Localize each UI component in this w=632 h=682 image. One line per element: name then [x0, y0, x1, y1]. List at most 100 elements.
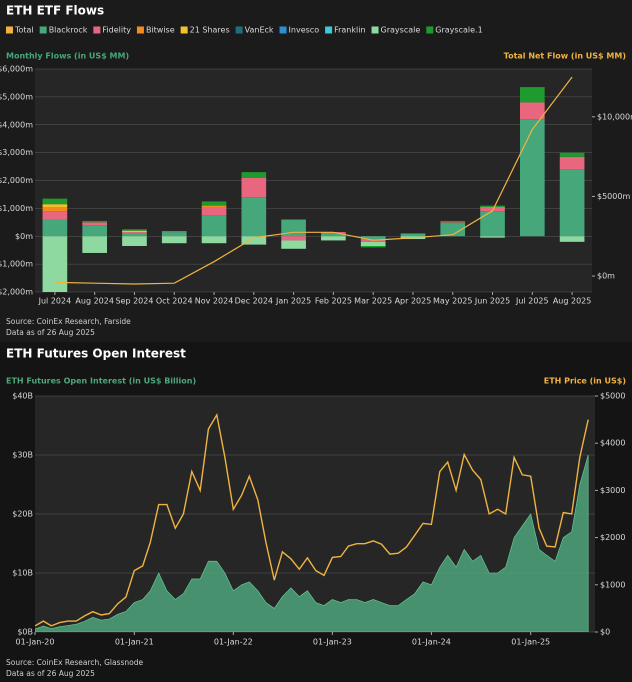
bar-segment	[241, 197, 267, 237]
bar-segment	[440, 220, 466, 223]
y-tick-label: $0m	[15, 232, 33, 241]
legend-swatch	[6, 26, 13, 34]
x-tick-label: Dec 2024	[235, 297, 273, 306]
bar-segment	[360, 241, 386, 247]
x-tick-label: 01-Jan-25	[511, 638, 550, 647]
legend-swatch	[180, 26, 188, 34]
y-tick-label: $4,000m	[0, 120, 33, 129]
y-tick-label: -$1,000m	[0, 260, 33, 269]
bar-segment	[82, 220, 108, 223]
y-tick-label: $30B	[12, 451, 33, 460]
legend-label: Total	[14, 26, 34, 35]
source: Source: CoinEx Research, Glassnode	[6, 658, 143, 667]
y-tick-label: $0B	[17, 628, 33, 637]
y2-tick-label: $1000	[600, 580, 625, 589]
bar-segment	[360, 236, 386, 240]
bar-segment	[281, 236, 306, 241]
bar-segment	[559, 169, 585, 237]
x-tick-label: Mar 2025	[354, 297, 392, 306]
note: Data as of 26 Aug 2025	[6, 669, 95, 678]
bar-segment	[440, 222, 466, 224]
y-tick-label: $20B	[12, 510, 33, 519]
bar-segment	[201, 205, 227, 207]
x-tick-label: Sep 2024	[115, 297, 153, 306]
bar-segment	[559, 236, 585, 242]
x-tick-label: Aug 2025	[553, 297, 592, 306]
y2-tick-label: $0	[600, 628, 610, 637]
x-tick-label: 01-Jan-22	[214, 638, 253, 647]
bar-segment	[241, 236, 267, 245]
bar-segment	[519, 119, 545, 237]
legend-label: Fidelity	[102, 26, 131, 35]
bar-segment	[122, 229, 147, 231]
bar-segment	[82, 236, 108, 253]
legend-label: Grayscale.1	[435, 26, 482, 35]
bar-segment	[360, 246, 386, 248]
y-tick-label: $10B	[12, 569, 33, 578]
legend-label: Franklin	[334, 26, 365, 35]
bar-segment	[559, 156, 585, 170]
bar-segment	[42, 211, 68, 220]
bar-segment	[480, 236, 505, 238]
x-tick-label: May 2025	[433, 297, 472, 306]
x-tick-label: Jan 2025	[275, 297, 311, 306]
bar-segment	[42, 219, 68, 237]
legend-swatch	[426, 26, 434, 34]
x-tick-label: Jul 2024	[38, 297, 72, 306]
bar-segment	[122, 230, 147, 233]
x-tick-label: Jul 2025	[515, 297, 549, 306]
bar-segment	[42, 198, 68, 205]
legend-label: Blackrock	[49, 26, 88, 35]
bar-segment	[161, 231, 187, 233]
y2-tick-label: $5000	[600, 392, 625, 401]
chart-title: ETH ETF Flows	[6, 4, 104, 18]
bar-segment	[122, 236, 147, 247]
bar-segment	[122, 233, 147, 237]
bar-segment	[321, 233, 346, 237]
legend-label: Bitwise	[146, 26, 175, 35]
bar-segment	[122, 232, 147, 234]
x-tick-label: 01-Jan-21	[115, 638, 154, 647]
legend-swatch	[279, 26, 287, 34]
x-tick-label: Oct 2024	[156, 297, 193, 306]
y-tick-label: $40B	[12, 392, 33, 401]
price-line	[35, 412, 589, 627]
legend-swatch	[136, 26, 144, 34]
y-tick-label: $5,000m	[0, 92, 33, 101]
y-axis-label: Monthly Flows (in US$ MM)	[6, 52, 129, 61]
legend-label: Grayscale	[381, 26, 421, 35]
source: Source: CoinEx Research, Farside	[6, 317, 131, 326]
bar-segment	[241, 177, 267, 198]
total-line	[54, 76, 573, 285]
x-tick-label: Feb 2025	[315, 297, 352, 306]
bar-segment	[559, 152, 585, 157]
bar-segment	[480, 206, 505, 212]
bar-segment	[201, 206, 227, 216]
bar-segment	[82, 222, 108, 226]
legend-swatch	[93, 26, 101, 34]
open-interest-area	[35, 454, 589, 632]
bar-segment	[400, 233, 426, 237]
x-tick-label: Aug 2024	[75, 297, 114, 306]
y-axis-label: ETH Futures Open Interest (in US$ Billio…	[6, 377, 196, 386]
note: Data as of 26 Aug 2025	[6, 328, 95, 337]
x-tick-label: 01-Jan-24	[412, 638, 451, 647]
x-tick-label: Jun 2025	[474, 297, 510, 306]
y2-axis-label: Total Net Flow (in US$ MM)	[504, 52, 626, 61]
bar-segment	[161, 236, 187, 244]
y2-axis-label: ETH Price (in US$)	[544, 377, 626, 386]
bar-segment	[42, 236, 68, 292]
legend-swatch	[371, 26, 379, 34]
bar-segment	[281, 240, 306, 249]
y2-tick-label: $0m	[597, 272, 615, 281]
y2-tick-label: $4000	[600, 439, 625, 448]
y2-tick-label: $5000m	[597, 192, 630, 201]
y2-tick-label: $2000	[600, 533, 625, 542]
x-tick-label: Nov 2024	[195, 297, 234, 306]
bar-segment	[440, 223, 466, 237]
x-tick-label: 01-Jan-20	[16, 638, 55, 647]
legend-swatch	[325, 26, 333, 34]
chart-title: ETH Futures Open Interest	[6, 347, 186, 361]
bar-segment	[241, 172, 267, 178]
